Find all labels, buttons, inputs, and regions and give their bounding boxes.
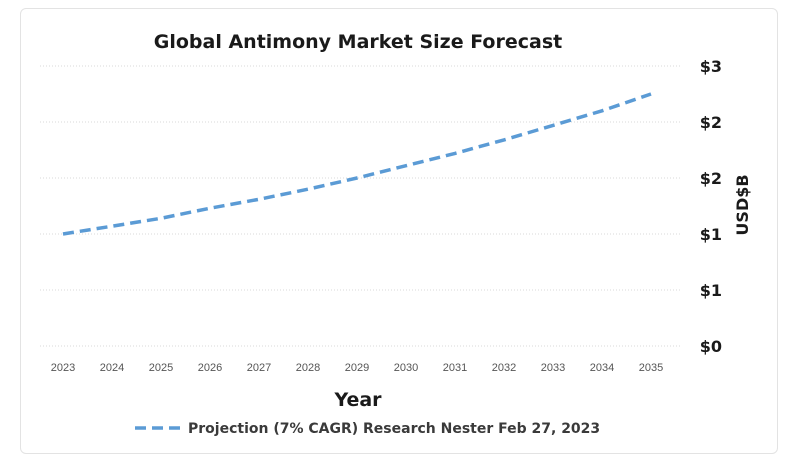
chart-frame [20,8,778,454]
x-tick-label: 2025 [149,362,173,374]
legend: Projection (7% CAGR) Research Nester Feb… [135,421,600,437]
y-tick-label: $1 [700,281,722,300]
y-tick-label: $2 [700,113,722,132]
y-axis-label: USD$B [733,174,752,235]
x-axis-ticks: 2023 2024 2025 2026 2027 2028 2029 2030 2031 2032… [51,362,663,374]
x-tick-label: 2027 [247,362,271,374]
x-tick-label: 2031 [443,362,467,374]
y-axis-ticks: $0 $1 $1 $2 $2 $3 [700,57,722,356]
series-layer [62,92,652,236]
x-axis-label: Year [333,389,382,411]
series-line [62,92,652,236]
chart-title: Global Antimony Market Size Forecast [154,31,562,53]
x-tick-label: 2033 [541,362,565,374]
x-tick-label: 2030 [394,362,418,374]
x-tick-label: 2028 [296,362,320,374]
y-tick-label: $1 [700,225,722,244]
x-tick-label: 2023 [51,362,75,374]
y-tick-label: $0 [700,337,722,356]
x-tick-label: 2035 [639,362,663,374]
x-tick-label: 2032 [492,362,516,374]
grid [40,65,680,347]
y-tick-label: $3 [700,57,722,76]
x-tick-label: 2029 [345,362,369,374]
legend-label: Projection (7% CAGR) Research Nester Feb… [188,421,600,437]
x-tick-label: 2024 [100,362,124,374]
x-tick-label: 2026 [198,362,222,374]
y-tick-label: $2 [700,169,722,188]
x-tick-label: 2034 [590,362,614,374]
